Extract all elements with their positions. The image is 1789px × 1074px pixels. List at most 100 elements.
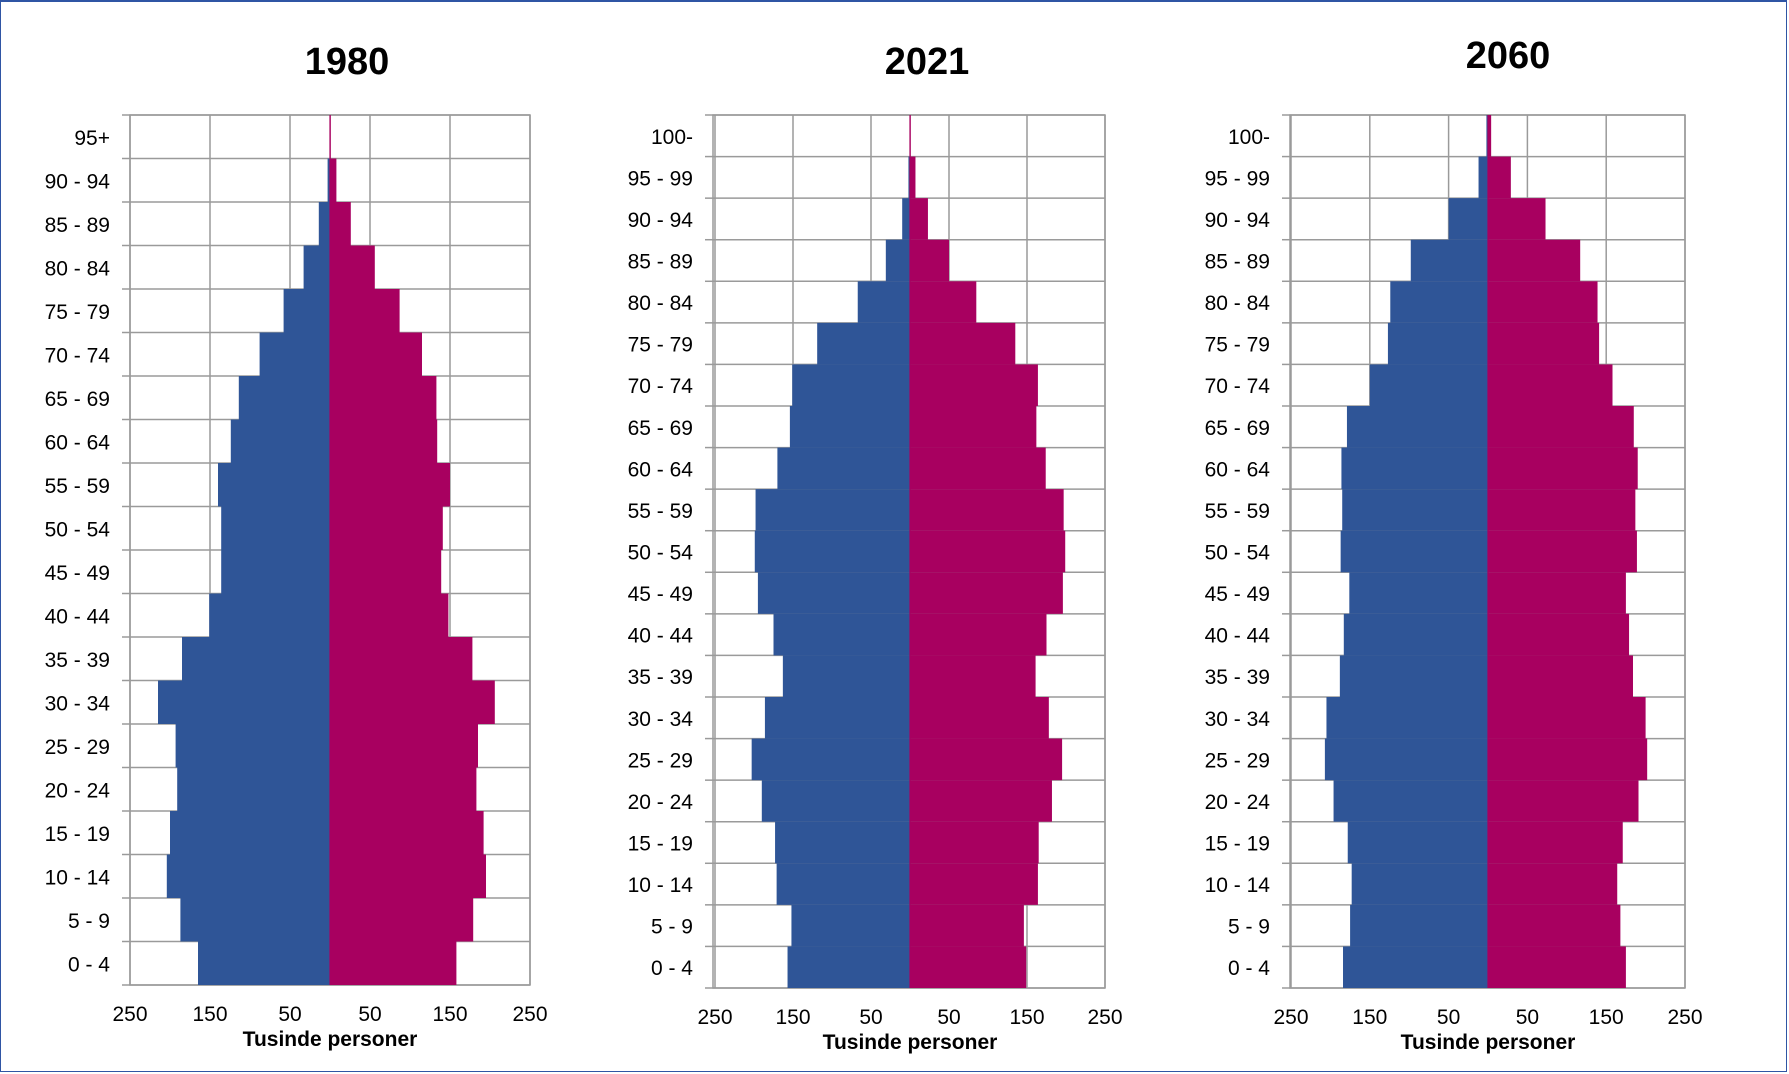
bar-female xyxy=(910,738,1063,781)
age-label: 95+ xyxy=(74,127,110,150)
age-label: 100- xyxy=(1228,126,1270,149)
bar-male xyxy=(218,463,330,507)
age-label: 50 - 54 xyxy=(45,518,111,541)
x-tick-label: 150 xyxy=(775,1006,810,1029)
bar-male xyxy=(1343,613,1488,656)
bar-male xyxy=(1342,489,1488,531)
x-tick-label: 50 xyxy=(358,1003,381,1026)
bar-male xyxy=(158,680,330,724)
age-label: 50 - 54 xyxy=(1205,542,1271,565)
bar-female xyxy=(1488,780,1639,822)
bar-female xyxy=(910,904,1024,947)
bar-female xyxy=(1488,697,1646,739)
bar-female xyxy=(330,245,375,289)
bar-female xyxy=(910,281,977,323)
bar-male xyxy=(1448,198,1488,240)
age-label: 35 - 39 xyxy=(628,666,693,689)
x-axis-label: Tusinde personer xyxy=(243,1028,418,1051)
x-tick-label: 250 xyxy=(697,1006,732,1029)
age-label: 25 - 29 xyxy=(45,736,110,759)
bar-male xyxy=(1347,821,1488,864)
bar-female xyxy=(910,198,928,240)
bar-female xyxy=(1488,281,1598,323)
bar-female xyxy=(910,406,1037,448)
bar-female xyxy=(910,613,1047,656)
bar-female xyxy=(1488,821,1623,864)
bar-male xyxy=(902,198,910,240)
bar-female xyxy=(910,364,1038,406)
bar-male xyxy=(1478,156,1488,199)
x-tick-label: 150 xyxy=(432,1003,467,1026)
age-label: 10 - 14 xyxy=(628,874,694,897)
bar-female xyxy=(330,811,484,855)
bar-male xyxy=(209,593,330,637)
age-label: 40 - 44 xyxy=(628,625,694,648)
age-label: 55 - 59 xyxy=(1205,500,1270,523)
age-label: 70 - 74 xyxy=(45,344,111,367)
age-label: 25 - 29 xyxy=(628,749,693,772)
bar-male xyxy=(1369,364,1488,406)
age-label: 80 - 84 xyxy=(45,257,111,280)
age-label: 45 - 49 xyxy=(45,562,110,585)
age-label: 50 - 54 xyxy=(628,542,694,565)
bar-male xyxy=(755,489,910,531)
bar-female xyxy=(910,530,1066,573)
bar-male xyxy=(1410,239,1488,282)
age-label: 0 - 4 xyxy=(651,957,693,980)
bar-male xyxy=(259,332,330,376)
bar-female xyxy=(1488,863,1618,905)
bar-female xyxy=(1488,447,1638,490)
age-label: 15 - 19 xyxy=(45,823,110,846)
x-tick-label: 50 xyxy=(1516,1006,1539,1029)
age-label: 80 - 84 xyxy=(1205,292,1271,315)
bar-male xyxy=(175,724,330,768)
age-label: 45 - 49 xyxy=(1205,583,1270,606)
x-axis-label: Tusinde personer xyxy=(823,1031,998,1054)
bar-female xyxy=(330,376,437,420)
bar-female xyxy=(910,697,1049,739)
x-tick-label: 150 xyxy=(1009,1006,1044,1029)
age-label: 5 - 9 xyxy=(68,910,110,933)
age-label: 30 - 34 xyxy=(45,692,111,715)
bar-male xyxy=(754,530,910,573)
age-label: 100- xyxy=(651,126,693,149)
bar-male xyxy=(885,239,910,282)
x-tick-label: 250 xyxy=(512,1003,547,1026)
bar-female xyxy=(1488,489,1636,531)
age-label: 85 - 89 xyxy=(628,251,693,274)
bar-male xyxy=(1486,115,1488,157)
bar-female xyxy=(1488,364,1613,406)
bar-male xyxy=(857,281,910,323)
bar-female xyxy=(1488,322,1600,365)
x-tick-label: 50 xyxy=(1437,1006,1460,1029)
bar-female xyxy=(330,289,400,333)
bar-female xyxy=(330,419,438,463)
bar-female xyxy=(330,593,449,637)
age-label: 60 - 64 xyxy=(45,431,111,454)
bar-male xyxy=(1390,281,1488,323)
bar-male xyxy=(817,322,910,365)
bar-female xyxy=(1488,904,1621,947)
bar-male xyxy=(1340,530,1488,573)
bar-male xyxy=(327,158,330,202)
x-tick-label: 150 xyxy=(1352,1006,1387,1029)
bar-male xyxy=(1341,447,1488,490)
bar-female xyxy=(1488,946,1626,988)
bar-male xyxy=(1387,322,1488,365)
age-label: 20 - 24 xyxy=(45,779,111,802)
bar-male xyxy=(1349,572,1488,614)
age-label: 5 - 9 xyxy=(651,916,693,939)
bar-male xyxy=(787,946,910,988)
bar-female xyxy=(330,854,486,898)
bar-male xyxy=(777,447,910,490)
bar-male xyxy=(776,863,910,905)
bar-male xyxy=(908,156,910,199)
bar-male xyxy=(182,637,330,681)
bar-male xyxy=(221,550,330,594)
age-label: 55 - 59 xyxy=(628,500,693,523)
bar-female xyxy=(910,322,1016,365)
age-label: 85 - 89 xyxy=(1205,251,1270,274)
age-label: 75 - 79 xyxy=(628,334,693,357)
